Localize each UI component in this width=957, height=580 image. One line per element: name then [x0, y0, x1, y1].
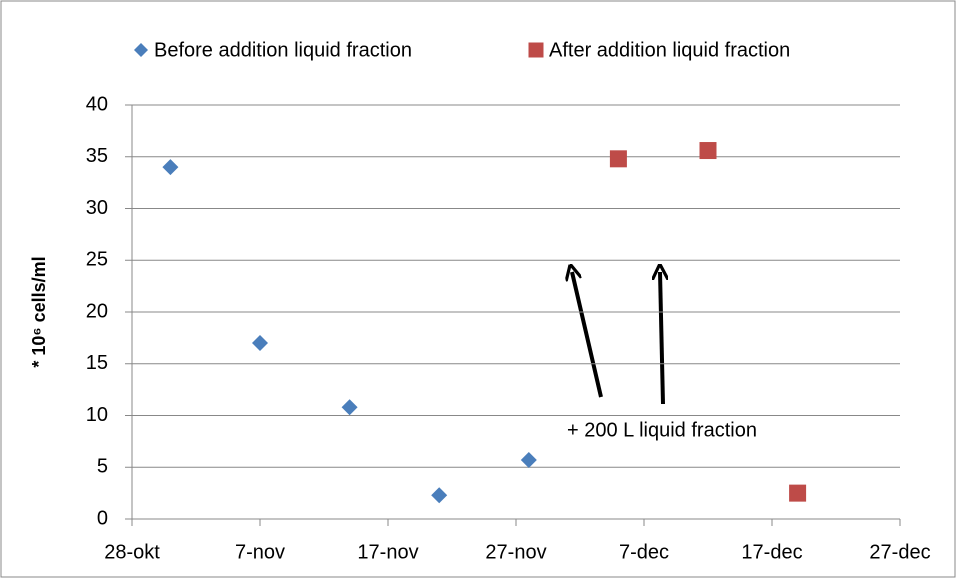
arrow: [572, 272, 603, 398]
point: [699, 142, 717, 160]
y-tick-label: 10: [86, 404, 108, 426]
point: [431, 487, 448, 504]
point: [341, 399, 358, 416]
point: [252, 335, 268, 352]
point: [789, 484, 807, 502]
y-tick-label: 20: [86, 300, 108, 322]
y-tick-label: 25: [86, 249, 108, 271]
legend-label: Before addition liquid fraction: [154, 39, 412, 61]
x-tick-label: 17-nov: [357, 541, 418, 563]
x-tick-label: 27-dec: [869, 541, 930, 563]
y-tick-label: 35: [86, 145, 108, 167]
legend-swatch: [528, 42, 544, 58]
y-tick-label: 40: [86, 93, 108, 115]
point: [520, 452, 537, 469]
x-tick-label: 7-dec: [619, 541, 669, 563]
x-tick-label: 28-okt: [104, 541, 160, 563]
y-tick-label: 30: [86, 197, 108, 219]
x-tick-label: 17-dec: [741, 541, 802, 563]
y-tick-label: 0: [97, 507, 108, 529]
x-tick-label: 7-nov: [235, 541, 285, 563]
y-tick-label: 15: [86, 352, 108, 374]
point: [162, 159, 179, 176]
arrow: [660, 272, 663, 405]
x-tick-label: 27-nov: [485, 541, 546, 563]
point: [609, 150, 627, 168]
y-tick-label: 5: [97, 456, 108, 478]
legend-label: After addition liquid fraction: [549, 39, 790, 61]
annotation: + 200 L liquid fraction: [567, 419, 757, 441]
y-axis-label: * 10⁶ cells/ml: [29, 256, 49, 367]
legend-swatch: [134, 43, 148, 57]
